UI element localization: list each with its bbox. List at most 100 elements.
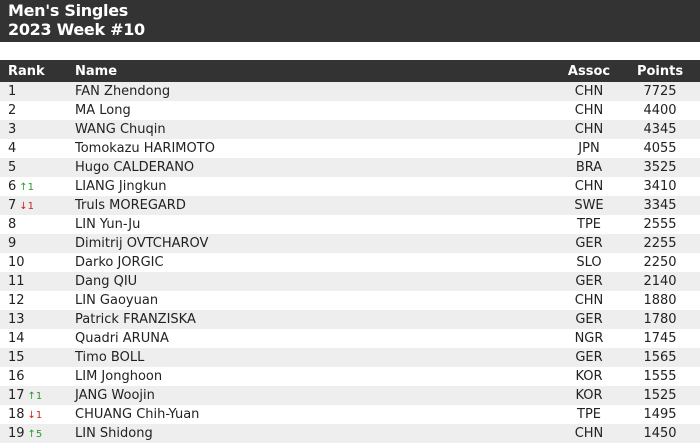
assoc-cell: TPE [577,407,601,422]
table-header: Rank Name Assoc Points [0,60,700,82]
points-cell: 3525 [643,160,677,175]
points-cell: 4345 [643,122,677,137]
player-name: LIN Shidong [75,426,153,441]
rank-change-down-icon: ↓1 [27,410,43,421]
points-cell: 1880 [643,293,677,308]
table-row: 4 Tomokazu HARIMOTO JPN 4055 [0,139,700,158]
points-cell: 1450 [643,426,677,441]
player-name: WANG Chuqin [75,122,166,137]
assoc-cell: NGR [574,331,604,346]
rank-value: 19 [8,426,25,441]
rank-value: 10 [8,255,25,270]
assoc-cell: CHN [574,179,604,194]
player-name: LIN Yun-Ju [75,217,141,232]
player-name: MA Long [75,103,131,118]
assoc-cell: CHN [574,122,604,137]
assoc-cell: CHN [574,426,604,441]
rank-cell: 1 [0,84,75,99]
player-name: Patrick FRANZISKA [75,312,196,327]
rank-value: 12 [8,293,25,308]
table-row: 13 Patrick FRANZISKA GER 1780 [0,310,700,329]
rank-cell: 16 [0,369,75,384]
rank-value: 14 [8,331,25,346]
rank-value: 17 [8,388,25,403]
rank-change-down-icon: ↓1 [19,201,35,212]
rank-value: 6 [8,179,17,194]
points-cell: 1565 [643,350,677,365]
rank-value: 4 [8,141,17,156]
rank-cell: 17 ↑1 [0,388,75,403]
table-row: 3 WANG Chuqin CHN 4345 [0,120,700,139]
table-row: 2 MA Long CHN 4400 [0,101,700,120]
assoc-cell: JPN [578,141,600,156]
player-name: Dang QIU [75,274,138,289]
assoc-cell: CHN [574,293,604,308]
points-cell: 7725 [643,84,677,99]
assoc-cell: KOR [575,369,603,384]
rank-change-up-icon: ↑1 [27,391,43,402]
player-name: LIM Jonghoon [75,369,163,384]
table-row: 17 ↑1 JANG Woojin KOR 1525 [0,386,700,405]
assoc-cell: CHN [574,84,604,99]
rank-cell: 6 ↑1 [0,179,75,194]
table-row: 16 LIM Jonghoon KOR 1555 [0,367,700,386]
table-row: 9 Dimitrij OVTCHAROV GER 2255 [0,234,700,253]
header-name: Name [75,63,118,79]
assoc-cell: TPE [577,217,601,232]
rank-cell: 18 ↓1 [0,407,75,422]
player-name: LIANG Jingkun [75,179,167,194]
player-name: Dimitrij OVTCHAROV [75,236,209,251]
table-row: 10 Darko JORGIC SLO 2250 [0,253,700,272]
rank-value: 2 [8,103,17,118]
assoc-cell: GER [575,312,603,327]
ranking-title: Men's Singles 2023 Week #10 [0,0,700,42]
player-name: JANG Woojin [75,388,155,403]
table-row: 11 Dang QIU GER 2140 [0,272,700,291]
rank-value: 15 [8,350,25,365]
assoc-cell: KOR [575,388,603,403]
title-category: Men's Singles [8,1,128,20]
player-name: Quadri ARUNA [75,331,169,346]
player-name: CHUANG Chih-Yuan [75,407,200,422]
rank-value: 7 [8,198,17,213]
player-name: Tomokazu HARIMOTO [75,141,215,156]
table-body: 1 FAN Zhendong CHN 7725 2 MA Long CHN 440… [0,82,700,443]
assoc-cell: SLO [576,255,602,270]
assoc-cell: SWE [574,198,604,213]
points-cell: 2140 [643,274,677,289]
rank-value: 9 [8,236,17,251]
table-row: 15 Timo BOLL GER 1565 [0,348,700,367]
points-cell: 1745 [643,331,677,346]
rank-cell: 13 [0,312,75,327]
rank-value: 3 [8,122,17,137]
rank-cell: 8 [0,217,75,232]
table-row: 19 ↑5 LIN Shidong CHN 1450 [0,424,700,443]
points-cell: 1555 [643,369,677,384]
table-row: 5 Hugo CALDERANO BRA 3525 [0,158,700,177]
points-cell: 4400 [643,103,677,118]
table-row: 8 LIN Yun-Ju TPE 2555 [0,215,700,234]
rank-cell: 5 [0,160,75,175]
rank-value: 5 [8,160,17,175]
assoc-cell: CHN [574,103,604,118]
header-rank: Rank [8,63,45,79]
header-points: Points [636,63,684,79]
rank-cell: 14 [0,331,75,346]
points-cell: 2255 [643,236,677,251]
rank-cell: 7 ↓1 [0,198,75,213]
header-assoc: Assoc [567,63,611,79]
points-cell: 3410 [643,179,677,194]
player-name: Truls MOREGARD [75,198,186,213]
title-week: 2023 Week #10 [8,20,145,39]
points-cell: 4055 [643,141,677,156]
assoc-cell: GER [575,236,603,251]
rank-cell: 2 [0,103,75,118]
points-cell: 3345 [643,198,677,213]
player-name: LIN Gaoyuan [75,293,159,308]
player-name: Timo BOLL [75,350,145,365]
rank-cell: 19 ↑5 [0,426,75,441]
rank-change-up-icon: ↑5 [27,429,43,440]
points-cell: 1525 [643,388,677,403]
points-cell: 2555 [643,217,677,232]
player-name: Darko JORGIC [75,255,164,270]
